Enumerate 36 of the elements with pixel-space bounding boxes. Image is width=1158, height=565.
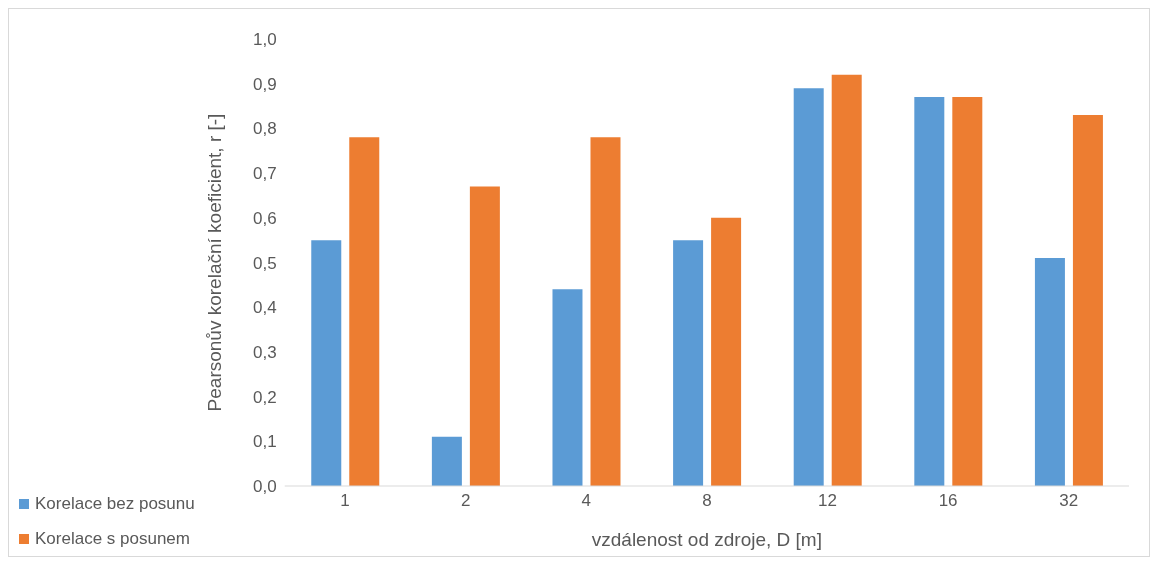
y-tick-label: 0,9 (253, 74, 277, 94)
bar (590, 137, 621, 486)
y-tick-label: 0,1 (253, 432, 277, 452)
y-tick-label: 0,4 (253, 298, 277, 318)
bar (1034, 258, 1065, 486)
x-tick-label: 32 (1059, 491, 1079, 511)
y-tick-label: 0,0 (253, 477, 277, 497)
legend-label: Korelace s posunem (34, 527, 191, 550)
x-tick-label: 2 (460, 491, 471, 511)
bar (431, 436, 462, 486)
bar (469, 186, 500, 486)
bar (831, 74, 862, 486)
y-tick-label: 0,2 (253, 387, 277, 407)
x-tick-label: 1 (340, 491, 350, 511)
y-tick-label: 1,0 (253, 30, 277, 50)
x-tick-label: 12 (818, 491, 837, 511)
x-axis-title: vzdálenost od zdroje, D [m] (591, 529, 822, 550)
bar (349, 137, 380, 486)
y-tick-label: 0,6 (253, 208, 277, 228)
bar (711, 217, 742, 486)
y-tick-label: 0,8 (253, 119, 277, 139)
bar (914, 97, 945, 486)
x-tick-label: 8 (702, 491, 712, 511)
bar (311, 240, 342, 486)
x-tick-label: 16 (938, 491, 958, 511)
legend-label: Korelace bez posunu (34, 492, 195, 515)
y-tick-label: 0,5 (253, 253, 277, 273)
bar (793, 88, 824, 486)
y-tick-label: 0,7 (253, 164, 277, 184)
bar (952, 97, 983, 486)
y-axis-title: Pearsonův korelační koeficient, r [-] (204, 113, 226, 412)
bar (552, 289, 583, 486)
bar (1072, 114, 1103, 486)
y-tick-label: 0,3 (253, 342, 277, 362)
bar (673, 240, 704, 486)
x-tick-label: 4 (581, 491, 591, 511)
